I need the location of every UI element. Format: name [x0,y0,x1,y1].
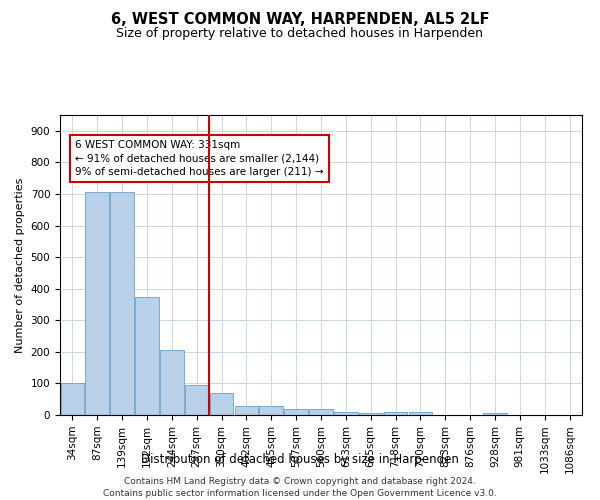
Text: Contains public sector information licensed under the Open Government Licence v3: Contains public sector information licen… [103,489,497,498]
Bar [359,414,383,415]
Bar [483,413,507,415]
Text: Contains HM Land Registry data © Crown copyright and database right 2024.: Contains HM Land Registry data © Crown c… [124,478,476,486]
Y-axis label: Number of detached properties: Number of detached properties [15,178,25,352]
Bar [284,410,308,415]
Bar [185,384,209,415]
Bar [409,412,432,415]
Bar [61,384,84,415]
Bar [259,406,283,415]
Bar [110,192,134,415]
Bar [384,412,407,415]
Bar [160,350,184,415]
Text: 6 WEST COMMON WAY: 331sqm
← 91% of detached houses are smaller (2,144)
9% of sem: 6 WEST COMMON WAY: 331sqm ← 91% of detac… [75,140,323,176]
Text: Size of property relative to detached houses in Harpenden: Size of property relative to detached ho… [116,28,484,40]
Bar [334,412,358,415]
Bar [135,297,159,415]
Bar [210,393,233,415]
Bar [85,192,109,415]
Bar [235,406,258,415]
Text: 6, WEST COMMON WAY, HARPENDEN, AL5 2LF: 6, WEST COMMON WAY, HARPENDEN, AL5 2LF [111,12,489,28]
Text: Distribution of detached houses by size in Harpenden: Distribution of detached houses by size … [141,452,459,466]
Bar [309,408,333,415]
